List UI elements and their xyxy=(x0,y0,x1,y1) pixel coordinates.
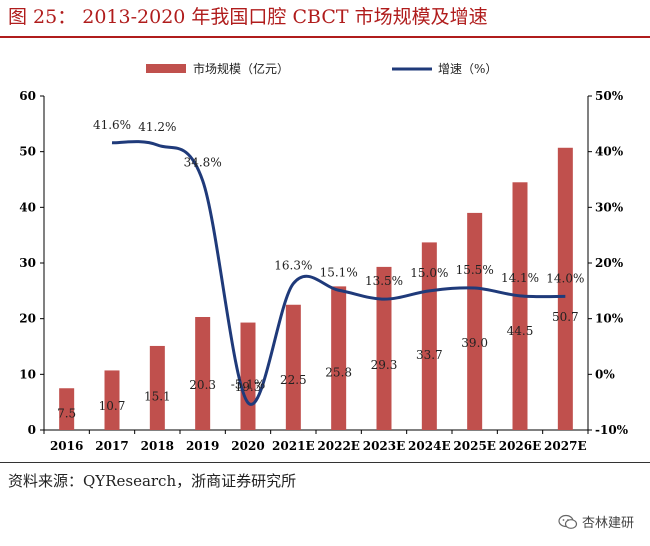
x-tick-label: 2025E xyxy=(453,439,496,453)
bar-value-label: 50.7 xyxy=(552,310,579,324)
bar xyxy=(512,182,528,430)
bar xyxy=(59,388,75,430)
figure-title: 图 25： 2013-2020 年我国口腔 CBCT 市场规模及增速 xyxy=(8,6,488,28)
x-tick-label: 2021E xyxy=(272,439,315,453)
footer-rule xyxy=(0,462,650,463)
axes: 0 10 20 30 40 50 60 -10% 0% 10% 20% 30% 40% 50% 2016 20… xyxy=(19,89,628,453)
x-tick-label: 2020 xyxy=(231,439,264,453)
y-right-tick-label: -10% xyxy=(595,423,629,437)
growth-value-label: -5.1% xyxy=(231,378,266,392)
x-tick-label: 2024E xyxy=(408,439,451,453)
x-tick-label: 2017 xyxy=(95,439,128,453)
growth-value-label: 41.6% xyxy=(93,118,131,132)
bar-value-label: 29.3 xyxy=(371,358,398,372)
bar xyxy=(240,322,256,430)
y-left-tick-label: 0 xyxy=(28,423,36,437)
bar-value-label: 7.5 xyxy=(57,406,76,420)
legend: 市场规模（亿元） 增速（%） xyxy=(146,61,497,76)
y-left-tick-label: 20 xyxy=(19,312,36,326)
bar xyxy=(149,345,165,430)
x-tick-label: 2018 xyxy=(141,439,174,453)
growth-value-label: 14.0% xyxy=(546,271,584,285)
bar xyxy=(467,212,483,430)
y-left-tick-label: 60 xyxy=(19,89,36,103)
legend-bar-swatch xyxy=(146,64,186,73)
growth-value-label: 13.5% xyxy=(365,274,403,288)
growth-line-series xyxy=(111,140,566,406)
y-right-tick-label: 10% xyxy=(595,312,624,326)
x-tick-label: 2023E xyxy=(363,439,406,453)
bar-value-label: 20.3 xyxy=(189,378,216,392)
bar xyxy=(104,370,120,430)
growth-value-label: 16.3% xyxy=(274,259,312,273)
bar-series xyxy=(59,147,573,430)
y-right-tick-label: 50% xyxy=(595,89,624,103)
bar-value-label: 39.0 xyxy=(461,336,488,350)
y-right-tick-label: 40% xyxy=(595,145,624,159)
bar xyxy=(331,286,347,430)
x-tick-label: 2022E xyxy=(317,439,360,453)
title-rule xyxy=(0,36,650,38)
watermark-text: 杏林建研 xyxy=(581,516,634,531)
bar-value-label: 33.7 xyxy=(416,348,443,362)
bar xyxy=(376,266,392,430)
growth-value-label: 15.0% xyxy=(410,266,448,280)
x-tick-label: 2019 xyxy=(186,439,219,453)
legend-bar-label: 市场规模（亿元） xyxy=(193,61,289,76)
bar-value-label: 22.5 xyxy=(280,373,307,387)
x-tick-label: 2016 xyxy=(50,439,83,453)
x-tick-label: 2027E xyxy=(544,439,587,453)
watermark: 杏林建研 xyxy=(558,512,634,531)
bar-value-labels: 7.510.715.120.3 19.322.525.829.333.739.04… xyxy=(57,310,579,420)
source-note: 资料来源：QYResearch，浙商证券研究所 xyxy=(8,472,297,490)
y-left-tick-label: 40 xyxy=(19,200,36,214)
bar xyxy=(195,316,211,430)
growth-line xyxy=(111,140,566,406)
bar-value-label: 25.8 xyxy=(325,366,352,380)
y-left-tick-label: 30 xyxy=(19,256,36,270)
bar-value-label: 44.5 xyxy=(507,324,534,338)
legend-line-label: 增速（%） xyxy=(438,62,497,76)
wechat-icon xyxy=(558,514,578,529)
growth-value-label: 15.1% xyxy=(320,265,358,279)
y-left-tick-label: 10 xyxy=(19,367,36,381)
bar xyxy=(285,304,301,430)
y-right-tick-label: 20% xyxy=(595,256,624,270)
growth-value-label: 14.1% xyxy=(501,271,539,285)
growth-value-label: 34.8% xyxy=(184,156,222,170)
y-left-tick-label: 50 xyxy=(19,145,36,159)
growth-value-labels: 41.6% 41.2% 34.8% -5.1% 16.3% 15.1% 13.5% 15.0%… xyxy=(93,118,584,392)
y-right-tick-label: 30% xyxy=(595,200,624,214)
combo-chart: 市场规模（亿元） 增速（%） 0 10 20 30 40 50 60 -10% 0% 10% 20%… xyxy=(19,61,628,453)
growth-value-label: 41.2% xyxy=(138,120,176,134)
growth-value-label: 15.5% xyxy=(456,263,494,277)
bar-value-label: 10.7 xyxy=(99,399,126,413)
x-tick-label: 2026E xyxy=(499,439,542,453)
bar xyxy=(557,147,573,430)
y-right-tick-label: 0% xyxy=(595,367,615,381)
bar-value-label: 15.1 xyxy=(144,389,171,403)
